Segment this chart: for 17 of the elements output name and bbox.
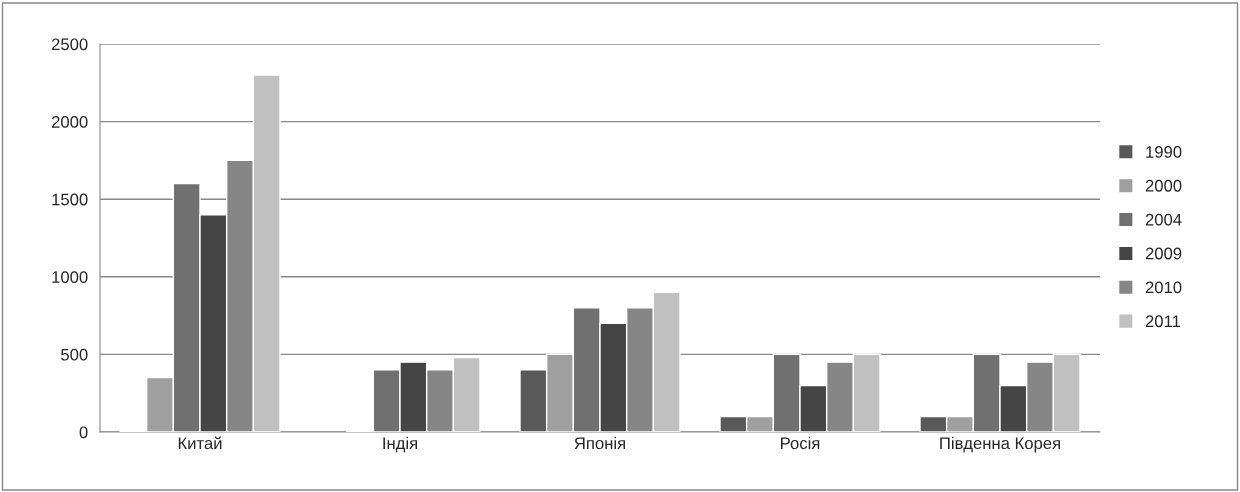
legend-label: 2000 [1145,179,1182,192]
y-tick-label: 1500 [52,193,88,206]
legend-label: 1990 [1146,146,1182,158]
y-tick-label: 500 [61,348,88,361]
x-tick-label: Китай [178,436,222,450]
legend-label: 2010 [1145,281,1182,294]
legend-label: 2009 [1145,247,1182,260]
x-tick-label: Японія [574,436,625,450]
x-tick-label: Індія [383,436,417,453]
y-tick-label: 1000 [52,271,88,283]
y-tick-label: 0 [79,426,88,439]
y-tick-label: 2000 [51,116,88,128]
legend-label: 2011 [1145,315,1181,328]
x-tick-label: Південна Корея [940,436,1060,453]
legend-label: 2004 [1145,213,1182,226]
y-tick-label: 2500 [51,38,88,51]
x-tick-label: Росія [781,436,820,450]
